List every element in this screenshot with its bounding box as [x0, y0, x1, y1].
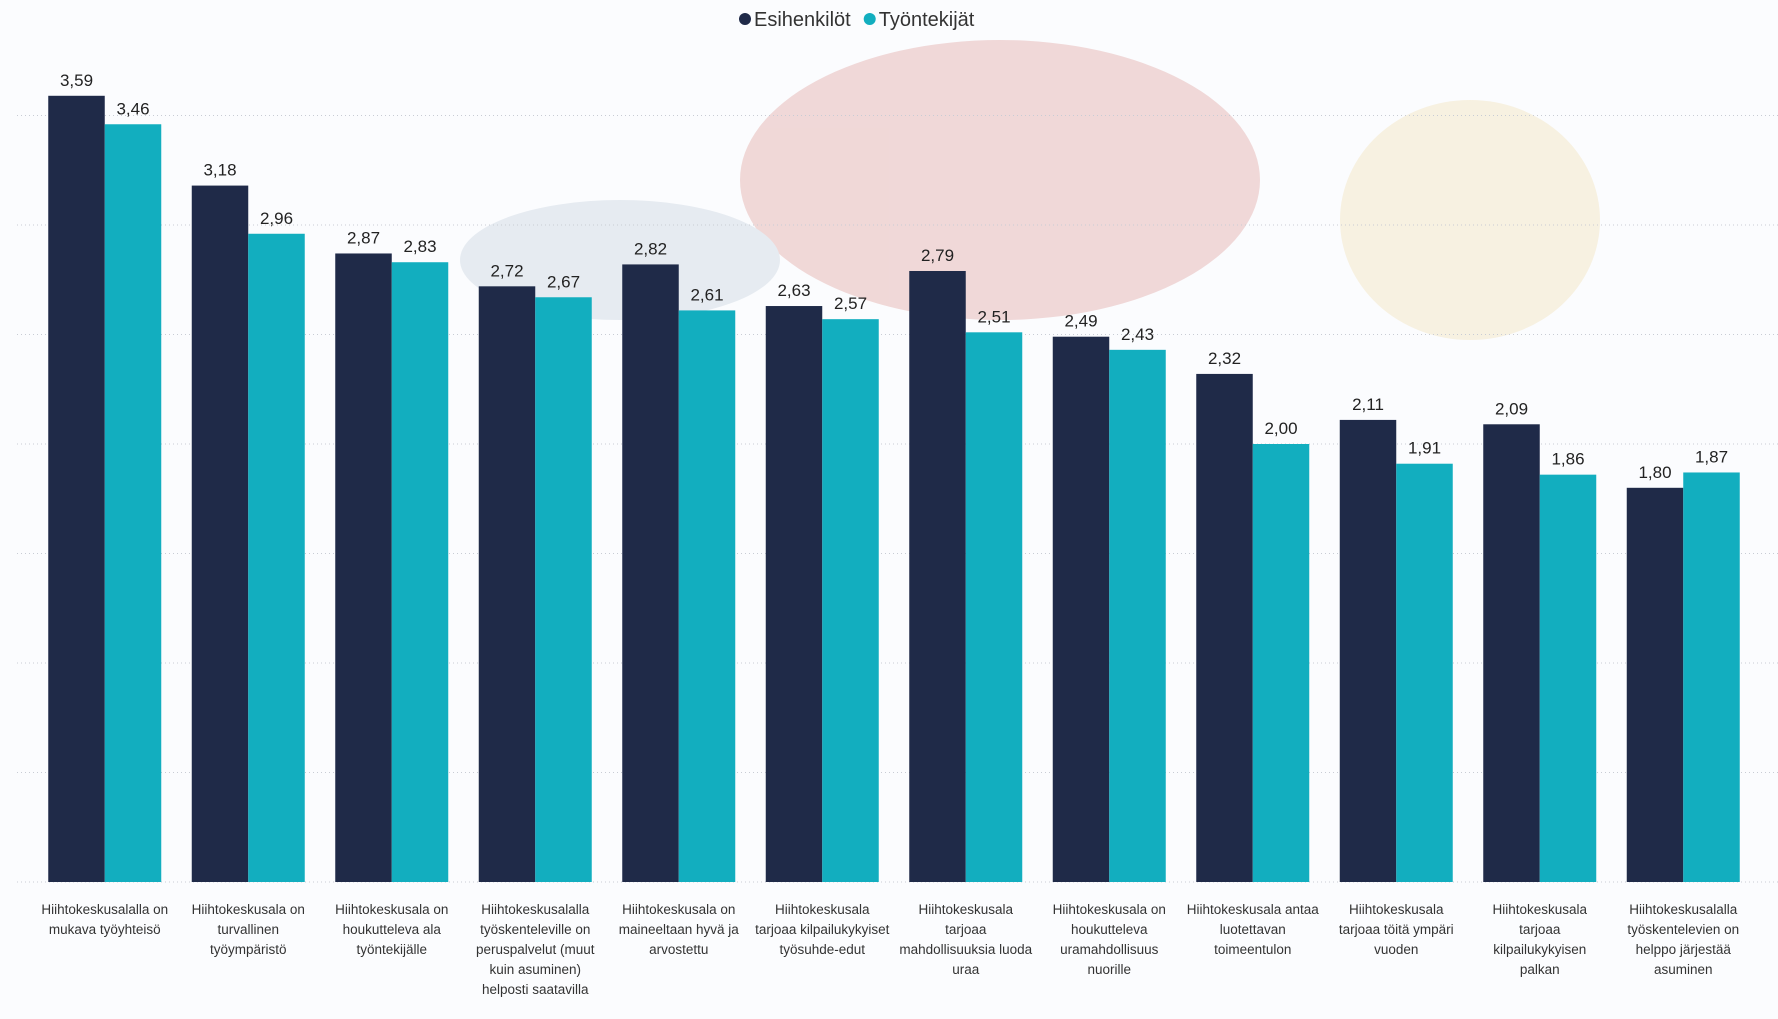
value-label: 3,46	[116, 99, 149, 118]
value-label: 2,96	[260, 209, 293, 228]
bar	[335, 253, 392, 882]
value-label: 3,18	[203, 161, 236, 180]
bar	[1253, 444, 1310, 882]
bar	[479, 286, 536, 882]
bar	[1540, 475, 1597, 882]
bar	[392, 262, 449, 882]
value-label: 2,49	[1064, 312, 1097, 331]
value-label: 2,09	[1495, 399, 1528, 418]
bar	[822, 319, 879, 882]
bar	[1053, 337, 1110, 882]
x-tick-label: Hiihtokeskusala tarjoaa kilpailukykyisen…	[1472, 900, 1608, 980]
bar	[1196, 374, 1253, 882]
value-label: 2,43	[1121, 325, 1154, 344]
value-label: 2,83	[403, 237, 436, 256]
bar	[535, 297, 592, 882]
bar	[1109, 350, 1166, 882]
value-label: 1,86	[1551, 450, 1584, 469]
value-label: 1,87	[1695, 447, 1728, 466]
chart: Esihenkilöt Työntekijät 3,59 3,46 3,18 2,96 2,…	[0, 0, 1778, 1019]
bar	[909, 271, 966, 882]
x-tick-label: Hiihtokeskusala tarjoaa kilpailukykyiset…	[754, 900, 890, 960]
x-tick-label: Hiihtokeskusala on turvallinen työympäri…	[180, 900, 316, 960]
bar	[1340, 420, 1397, 882]
value-label: 2,51	[977, 307, 1010, 326]
bar	[1483, 424, 1540, 882]
x-tick-label: Hiihtokeskusala antaa luotettavan toimee…	[1185, 900, 1321, 960]
x-tick-label: Hiihtokeskusalalla työskenteleville on p…	[467, 900, 603, 1000]
x-tick-label: Hiihtokeskusala on houkutteleva ala työn…	[324, 900, 460, 960]
value-label: 2,82	[634, 239, 667, 258]
value-label: 2,72	[490, 261, 523, 280]
value-label: 2,61	[690, 285, 723, 304]
bar	[966, 332, 1023, 882]
bar	[622, 264, 679, 882]
value-label: 2,57	[834, 294, 867, 313]
x-tick-label: Hiihtokeskusala on maineeltaan hyvä ja a…	[611, 900, 747, 960]
value-label: 2,87	[347, 228, 380, 247]
bar	[679, 310, 736, 882]
value-label: 2,79	[921, 246, 954, 265]
legend-label: Työntekijät	[879, 9, 975, 31]
value-label: 1,91	[1408, 439, 1441, 458]
page: Esihenkilöt Työntekijät 3,59 3,46 3,18 2,96 2,…	[0, 0, 1778, 1019]
value-label: 2,32	[1208, 349, 1241, 368]
x-tick-label: Hiihtokeskusala tarjoaa mahdollisuuksia …	[898, 900, 1034, 980]
legend-marker	[864, 13, 876, 25]
bar	[48, 96, 105, 882]
x-tick-label: Hiihtokeskusala tarjoaa töitä ympäri vuo…	[1328, 900, 1464, 960]
legend-marker	[739, 13, 751, 25]
bar	[1396, 464, 1453, 882]
value-label: 2,63	[777, 281, 810, 300]
value-label: 2,67	[547, 272, 580, 291]
x-tick-label: Hiihtokeskusala on houkutteleva uramahdo…	[1041, 900, 1177, 980]
legend-label: Esihenkilöt	[754, 9, 851, 31]
bar	[766, 306, 823, 882]
bar	[1683, 472, 1740, 882]
bar	[192, 186, 249, 882]
bar	[248, 234, 305, 882]
x-tick-label: Hiihtokeskusalalla työskentelevien on he…	[1615, 900, 1751, 980]
x-tick-label: Hiihtokeskusalalla on mukava työyhteisö	[37, 900, 173, 940]
value-label: 3,59	[60, 71, 93, 90]
value-label: 1,80	[1638, 463, 1671, 482]
value-label: 2,11	[1352, 395, 1384, 414]
value-label: 2,00	[1264, 419, 1297, 438]
bar	[105, 124, 162, 882]
bar	[1627, 488, 1684, 882]
